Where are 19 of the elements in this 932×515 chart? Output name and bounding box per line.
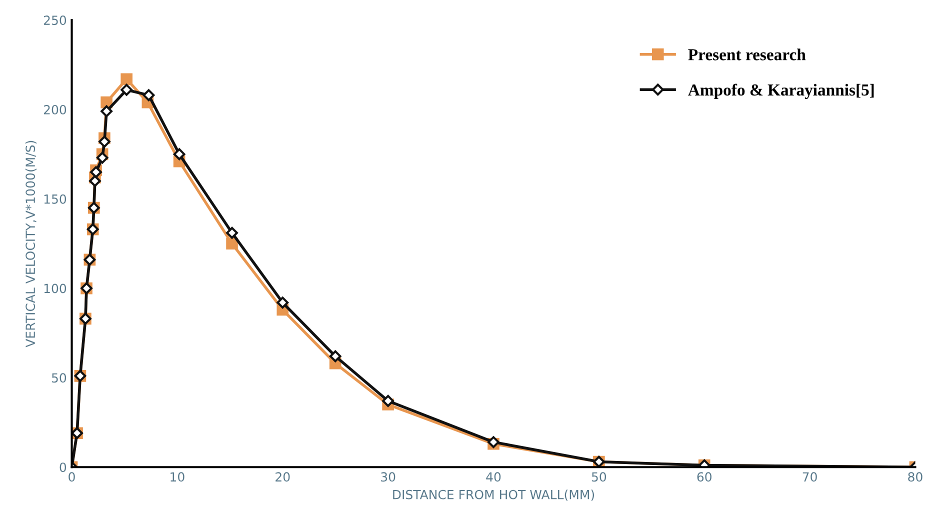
legend-label: Ampofo & Karayiannis[5] [688, 84, 874, 100]
x-tick-label: 30 [381, 472, 396, 482]
y-tick-label: 0 [60, 462, 66, 472]
y-tick-label: 100 [44, 284, 66, 294]
x-tick-label: 70 [802, 472, 817, 482]
y-tick-label: 150 [44, 194, 66, 204]
legend-label: Present research [688, 48, 806, 60]
x-axis-title: DISTANCE FROM HOT WALL(MM) [393, 490, 594, 501]
y-tick-label: 250 [44, 16, 66, 26]
x-tick-label: 40 [486, 472, 501, 482]
x-tick-label: 0 [68, 472, 75, 482]
x-tick-label: 10 [170, 472, 184, 482]
y-tick-label: 50 [52, 373, 66, 383]
x-tick-label: 20 [276, 472, 290, 482]
x-tick-label: 80 [908, 472, 922, 482]
x-tick-label: 50 [592, 472, 606, 482]
y-tick-label: 200 [44, 104, 66, 114]
y-axis-title: VERTICAL VELOCITY,V*1000(M/S) [25, 140, 37, 348]
x-tick-label: 60 [697, 472, 712, 482]
